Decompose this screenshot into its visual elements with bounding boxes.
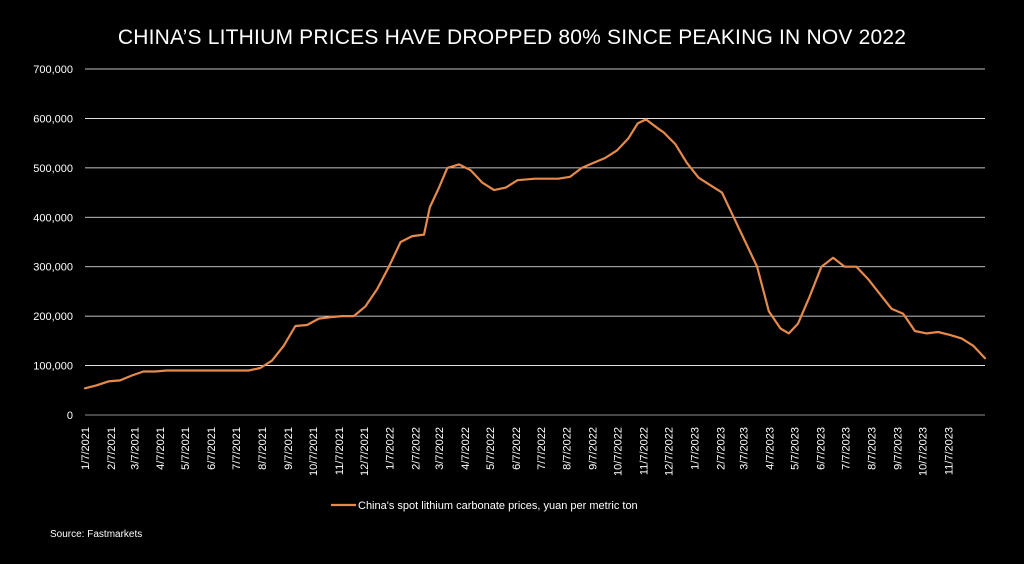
series-line [83,118,987,390]
x-tick-label: 6/7/2023 [816,427,828,470]
y-tick-label: 700,000 [33,64,73,76]
x-tick-label: 8/7/2021 [257,427,269,470]
x-tick-label: 7/7/2021 [231,427,243,470]
x-tick-label: 10/7/2022 [613,427,625,476]
x-tick-label: 11/7/2022 [639,427,651,475]
x-axis-ticks: 1/7/2021 2/7/2021 3/7/2021 4/7/2021 5/7/2021… [80,427,955,476]
source-note: Source: Fastmarkets [50,529,143,540]
x-tick-label: 11/7/2023 [943,427,955,475]
x-tick-label: 4/7/2023 [765,427,777,470]
x-tick-label: 3/7/2021 [129,427,141,470]
x-tick-label: 11/7/2021 [334,427,346,475]
x-tick-label: 10/7/2021 [308,427,320,476]
y-tick-label: 300,000 [33,262,73,274]
y-tick-label: 500,000 [33,163,73,175]
x-tick-label: 4/7/2021 [155,427,167,470]
x-tick-label: 6/7/2021 [206,427,218,470]
y-tick-label: 200,000 [33,311,73,323]
x-tick-label: 9/7/2021 [283,427,295,470]
series-lines [83,118,987,390]
legend-label: China's spot lithium carbonate prices, y… [358,500,638,512]
gridlines [85,68,985,416]
x-tick-label: 2/7/2023 [715,427,727,470]
x-tick-label: 12/7/2022 [664,427,676,476]
y-tick-label: 600,000 [33,113,73,125]
y-tick-label: 400,000 [33,212,73,224]
y-tick-label: 100,000 [33,361,73,373]
x-tick-label: 8/7/2023 [866,427,878,470]
x-tick-label: 3/7/2022 [434,427,446,470]
y-tick-label: 0 [67,410,73,422]
x-tick-label: 7/7/2022 [536,427,548,470]
x-tick-label: 2/7/2022 [411,427,423,470]
x-tick-label: 1/7/2021 [80,427,92,470]
x-tick-label: 5/7/2023 [790,427,802,470]
x-tick-label: 5/7/2022 [485,427,497,470]
x-tick-label: 7/7/2023 [841,427,853,470]
x-tick-label: 10/7/2023 [917,427,929,476]
x-tick-label: 12/7/2021 [359,427,371,476]
x-tick-label: 5/7/2021 [180,427,192,470]
chart-title: CHINA’S LITHIUM PRICES HAVE DROPPED 80% … [117,26,907,49]
x-tick-label: 8/7/2022 [562,427,574,470]
x-tick-label: 1/7/2022 [385,427,397,470]
y-axis-ticks: 0 100,000 200,000 300,000 400,000 500,000 600,… [33,64,73,422]
x-tick-label: 3/7/2023 [739,427,751,470]
x-tick-label: 6/7/2022 [511,427,523,470]
x-tick-label: 9/7/2022 [588,427,600,470]
x-tick-label: 1/7/2023 [689,427,701,470]
legend: China's spot lithium carbonate prices, y… [331,500,638,512]
x-tick-label: 2/7/2021 [106,427,118,470]
x-tick-label: 9/7/2023 [892,427,904,470]
x-tick-label: 4/7/2022 [460,427,472,470]
